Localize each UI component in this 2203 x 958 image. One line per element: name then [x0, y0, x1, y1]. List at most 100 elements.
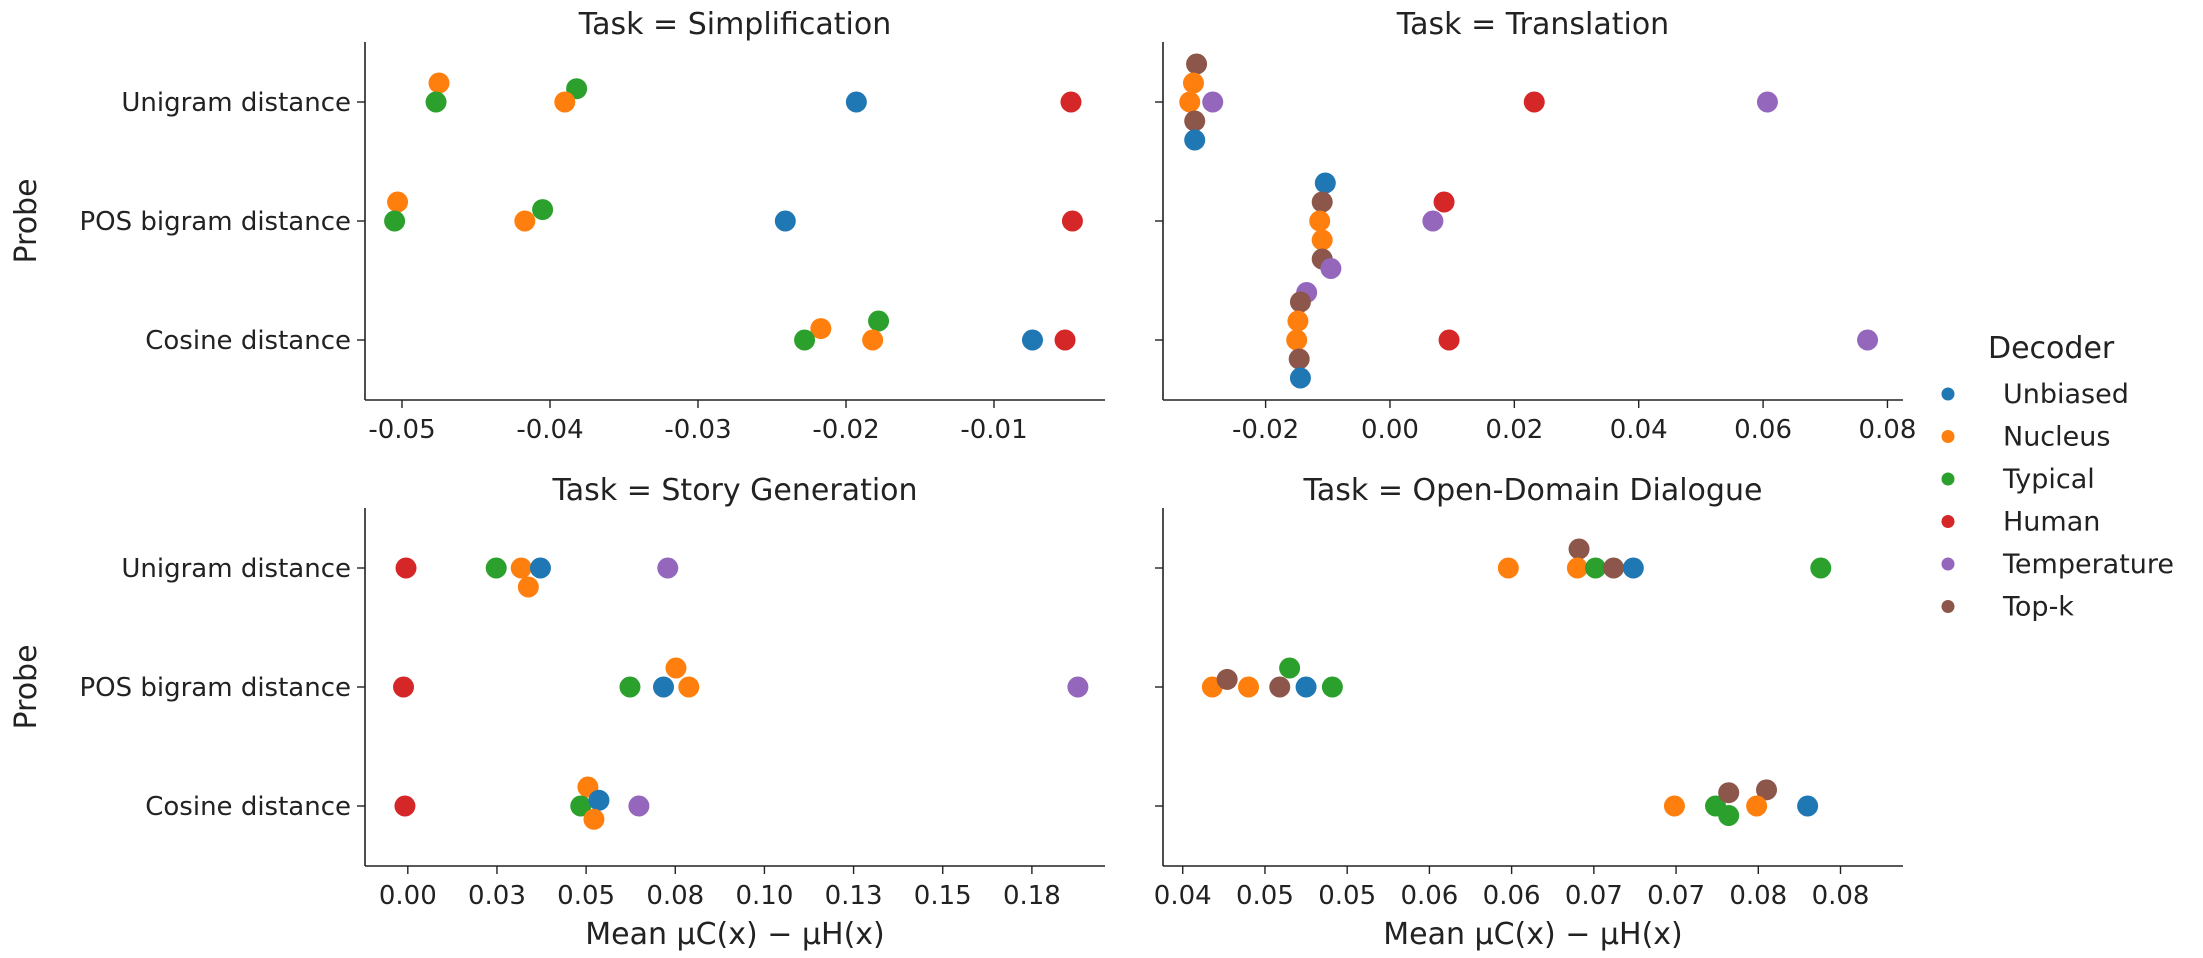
point-top-k	[1186, 53, 1208, 75]
panel-2: Task = Translation -0.02 0.00 0.02 0.04 0.06 0…	[1155, 7, 1916, 445]
legend: Decoder Unbiased Nucleus Typical Human Temper…	[1941, 331, 2174, 623]
x-tick-label: -0.03	[664, 415, 731, 445]
point-temperature	[628, 795, 650, 817]
legend-marker	[1941, 387, 1955, 401]
point-nucleus	[387, 191, 409, 213]
point-top-k	[1718, 782, 1740, 804]
panel-4: Task = Open-Domain Dialogue 0.04 0.05 0.05 0…	[1154, 473, 1903, 952]
point-human	[1438, 329, 1460, 351]
x-tick-label: 0.18	[1003, 881, 1061, 911]
point-typical	[570, 795, 592, 817]
y-tick-label: POS bigram distance	[79, 673, 351, 703]
point-top-k	[1269, 676, 1291, 698]
point-typical	[532, 199, 554, 221]
point-human	[1060, 91, 1082, 113]
legend-item-typical: Typical	[1941, 464, 2095, 495]
point-temperature	[1067, 676, 1089, 698]
x-tick-label: 0.07	[1565, 881, 1623, 911]
point-top-k	[1756, 779, 1778, 801]
x-tick-label: 0.06	[1734, 415, 1792, 445]
point-nucleus	[583, 808, 605, 830]
point-nucleus	[428, 72, 450, 94]
legend-marker	[1941, 557, 1955, 571]
legend-marker	[1941, 472, 1955, 486]
point-unbiased	[1021, 329, 1043, 351]
point-typical	[619, 676, 641, 698]
x-tick-label: -0.04	[516, 415, 583, 445]
y-tick-label: Unigram distance	[121, 88, 351, 118]
legend-item-top-k: Top-k	[1941, 592, 2074, 623]
x-tick-label: 0.08	[646, 881, 704, 911]
x-axis-label: Mean μC(x) − μH(x)	[585, 917, 885, 952]
legend-label: Human	[2003, 507, 2100, 538]
point-unbiased	[652, 676, 674, 698]
point-nucleus	[1663, 795, 1685, 817]
y-axis-label: Probe	[9, 644, 44, 729]
x-tick-label: 0.00	[379, 881, 437, 911]
point-human	[395, 557, 417, 579]
x-tick-label: -0.01	[960, 415, 1027, 445]
x-tick-label: 0.05	[1236, 881, 1294, 911]
point-nucleus	[1179, 91, 1201, 113]
point-temperature	[1422, 210, 1444, 232]
x-tick-label: 0.07	[1647, 881, 1705, 911]
legend-item-temperature: Temperature	[1941, 549, 2174, 580]
point-nucleus	[514, 210, 536, 232]
x-tick-label: 0.13	[825, 881, 883, 911]
point-typical	[485, 557, 507, 579]
legend-label: Typical	[2002, 464, 2095, 495]
legend-title: Decoder	[1988, 331, 2115, 366]
x-tick-label: 0.06	[1483, 881, 1541, 911]
x-tick-label: -0.05	[368, 415, 435, 445]
point-temperature	[1756, 91, 1778, 113]
point-human	[1433, 191, 1455, 213]
point-typical	[1584, 557, 1606, 579]
point-nucleus	[1182, 72, 1204, 94]
legend-item-human: Human	[1941, 507, 2100, 538]
point-nucleus	[517, 576, 539, 598]
x-tick-label: 0.08	[1859, 415, 1917, 445]
x-tick-label: 0.05	[557, 881, 615, 911]
point-unbiased	[1622, 557, 1644, 579]
x-tick-label: 0.02	[1485, 415, 1543, 445]
point-nucleus	[1309, 210, 1331, 232]
point-top-k	[1288, 348, 1310, 370]
x-tick-label: 0.05	[1318, 881, 1376, 911]
legend-label: Unbiased	[2003, 379, 2129, 410]
point-top-k	[1216, 668, 1238, 690]
point-nucleus	[510, 557, 532, 579]
point-unbiased	[1314, 172, 1336, 194]
point-top-k	[1289, 291, 1311, 313]
x-tick-label: 0.04	[1154, 881, 1212, 911]
point-human	[1523, 91, 1545, 113]
point-unbiased	[529, 557, 551, 579]
legend-item-unbiased: Unbiased	[1941, 379, 2129, 410]
point-typical	[868, 310, 890, 332]
point-typical	[1279, 657, 1301, 679]
point-unbiased	[774, 210, 796, 232]
point-top-k	[1603, 557, 1625, 579]
point-top-k	[1568, 538, 1590, 560]
x-tick-label: 0.06	[1400, 881, 1458, 911]
point-typical	[1810, 557, 1832, 579]
point-temperature	[1320, 258, 1342, 279]
x-tick-label: 0.08	[1729, 881, 1787, 911]
y-axis-label: Probe	[9, 178, 44, 263]
panel-title: Task = Story Generation	[551, 473, 917, 508]
panels: Task = Simplification -0.05 -0.04 -0.03 -0.0…	[9, 7, 1916, 952]
panel-title: Task = Translation	[1396, 7, 1669, 42]
point-typical	[1718, 805, 1740, 826]
point-nucleus	[1566, 557, 1588, 579]
point-unbiased	[1295, 676, 1317, 698]
point-typical	[1321, 676, 1343, 698]
x-tick-label: 0.15	[914, 881, 972, 911]
point-human	[394, 795, 416, 817]
point-typical	[794, 329, 816, 351]
legend-item-nucleus: Nucleus	[1941, 422, 2110, 453]
point-unbiased	[1797, 795, 1819, 817]
point-temperature	[1857, 329, 1879, 351]
x-tick-label: -0.02	[1232, 415, 1299, 445]
panel-1: Task = Simplification -0.05 -0.04 -0.03 -0.0…	[9, 7, 1105, 445]
x-axis-label: Mean μC(x) − μH(x)	[1383, 917, 1683, 952]
